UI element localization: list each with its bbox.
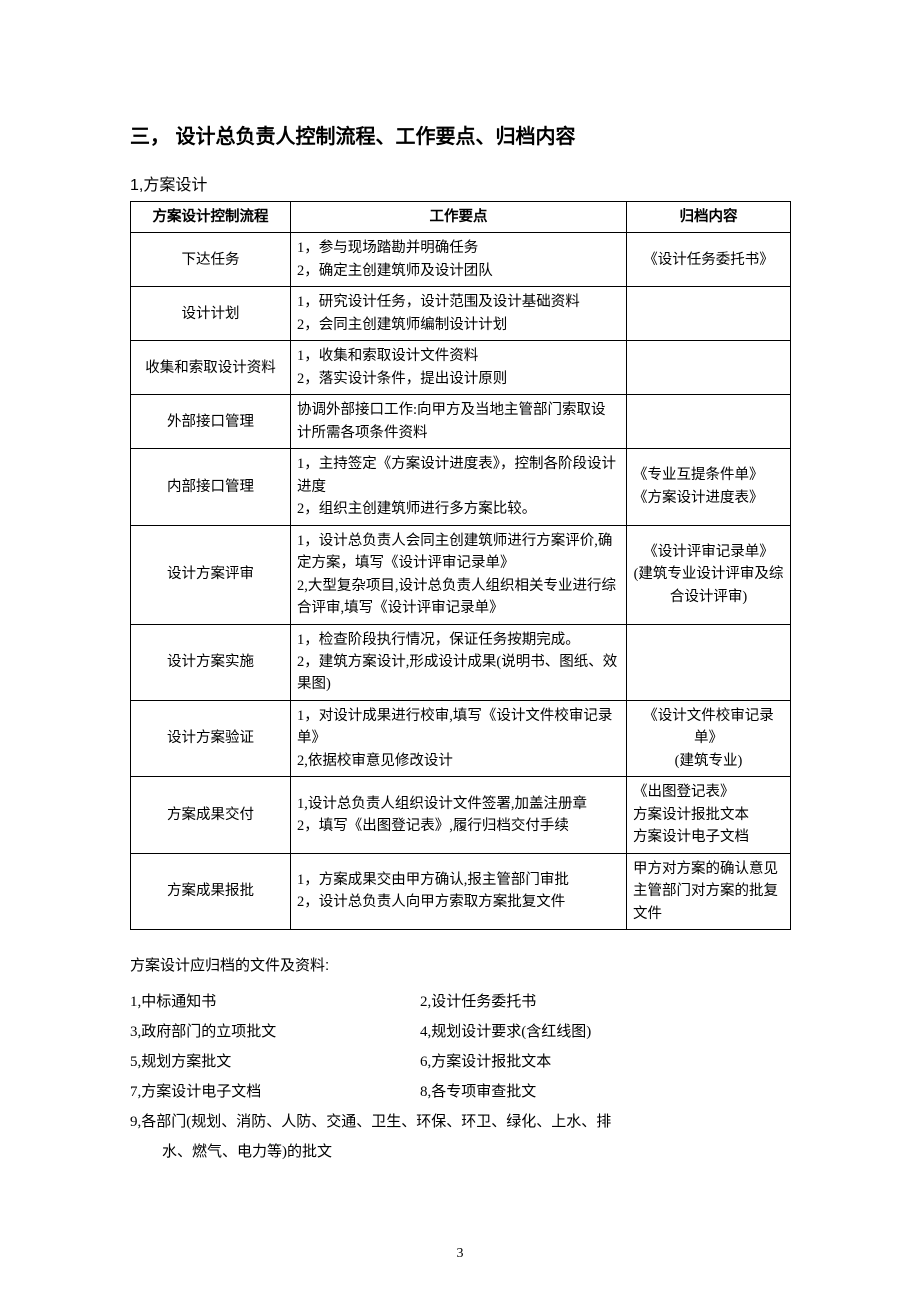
cell-archive	[627, 624, 791, 700]
cell-points: 协调外部接口工作:向甲方及当地主管部门索取设计所需各项条件资料	[291, 395, 627, 449]
cell-points: 1，参与现场踏勘并明确任务2，确定主创建筑师及设计团队	[291, 233, 627, 287]
file-item: 7,方案设计电子文档	[130, 1077, 420, 1107]
cell-points: 1，检查阶段执行情况，保证任务按期完成。2，建筑方案设计,形成设计成果(说明书、…	[291, 624, 627, 700]
file-row: 3,政府部门的立项批文4,规划设计要求(含红线图)	[130, 1017, 790, 1047]
points-line: 2，落实设计条件，提出设计原则	[297, 368, 620, 390]
table-row: 方案成果交付1,设计总负责人组织设计文件签署,加盖注册章2，填写《出图登记表》,…	[131, 777, 791, 853]
process-table: 方案设计控制流程 工作要点 归档内容 下达任务1，参与现场踏勘并明确任务2，确定…	[130, 201, 791, 930]
table-body: 下达任务1，参与现场踏勘并明确任务2，确定主创建筑师及设计团队《设计任务委托书》…	[131, 233, 791, 930]
header-points: 工作要点	[291, 202, 627, 233]
cell-points: 1，收集和索取设计文件资料2，落实设计条件，提出设计原则	[291, 341, 627, 395]
points-line: 1，设计总负责人会同主创建筑师进行方案评价,确定方案，填写《设计评审记录单》	[297, 530, 620, 575]
file-item: 5,规划方案批文	[130, 1047, 420, 1077]
points-line: 2，会同主创建筑师编制设计计划	[297, 314, 620, 336]
cell-process: 内部接口管理	[131, 449, 291, 525]
archive-line: 《出图登记表》	[633, 781, 784, 803]
subsection-title: 1,方案设计	[130, 171, 790, 195]
cell-process: 外部接口管理	[131, 395, 291, 449]
file-item: 3,政府部门的立项批文	[130, 1017, 420, 1047]
archive-line: 方案设计报批文本	[633, 804, 784, 826]
points-line: 2，组织主创建筑师进行多方案比较。	[297, 498, 620, 520]
points-line: 1，参与现场踏勘并明确任务	[297, 237, 620, 259]
file-item-full: 水、燃气、电力等)的批文	[130, 1137, 822, 1167]
points-line: 2，确定主创建筑师及设计团队	[297, 260, 620, 282]
archive-line: (建筑专业设计评审及综合设计评审)	[633, 563, 784, 608]
archive-line: 《设计任务委托书》	[633, 249, 784, 271]
table-row: 外部接口管理协调外部接口工作:向甲方及当地主管部门索取设计所需各项条件资料	[131, 395, 791, 449]
table-row: 内部接口管理1，主持签定《方案设计进度表》，控制各阶段设计进度2，组织主创建筑师…	[131, 449, 791, 525]
points-line: 1，研究设计任务，设计范围及设计基础资料	[297, 291, 620, 313]
cell-archive: 《专业互提条件单》《方案设计进度表》	[627, 449, 791, 525]
table-row: 收集和索取设计资料1，收集和索取设计文件资料2，落实设计条件，提出设计原则	[131, 341, 791, 395]
archive-line: 主管部门对方案的批复文件	[633, 880, 784, 925]
page-number: 3	[0, 1246, 920, 1262]
file-item: 2,设计任务委托书	[420, 987, 790, 1017]
file-item: 4,规划设计要求(含红线图)	[420, 1017, 790, 1047]
file-row: 1,中标通知书2,设计任务委托书	[130, 987, 790, 1017]
points-line: 1，检查阶段执行情况，保证任务按期完成。	[297, 629, 620, 651]
header-process: 方案设计控制流程	[131, 202, 291, 233]
cell-process: 设计方案实施	[131, 624, 291, 700]
cell-archive: 《设计任务委托书》	[627, 233, 791, 287]
archive-line: 《设计评审记录单》	[633, 541, 784, 563]
points-line: 2，建筑方案设计,形成设计成果(说明书、图纸、效果图)	[297, 651, 620, 696]
table-row: 方案成果报批1，方案成果交由甲方确认,报主管部门审批2，设计总负责人向甲方索取方…	[131, 853, 791, 929]
points-line: 2，填写《出图登记表》,履行归档交付手续	[297, 815, 620, 837]
cell-points: 1，设计总负责人会同主创建筑师进行方案评价,确定方案，填写《设计评审记录单》2,…	[291, 525, 627, 624]
table-row: 设计方案实施1，检查阶段执行情况，保证任务按期完成。2，建筑方案设计,形成设计成…	[131, 624, 791, 700]
archive-line: 甲方对方案的确认意见	[633, 858, 784, 880]
points-line: 2,依据校审意见修改设计	[297, 750, 620, 772]
points-line: 协调外部接口工作:向甲方及当地主管部门索取设计所需各项条件资料	[297, 399, 620, 444]
cell-process: 设计计划	[131, 287, 291, 341]
cell-points: 1,设计总负责人组织设计文件签署,加盖注册章2，填写《出图登记表》,履行归档交付…	[291, 777, 627, 853]
cell-archive	[627, 341, 791, 395]
cell-archive	[627, 287, 791, 341]
cell-process: 下达任务	[131, 233, 291, 287]
archive-list-title: 方案设计应归档的文件及资料:	[130, 954, 790, 975]
file-item-full: 9,各部门(规划、消防、人防、交通、卫生、环保、环卫、绿化、上水、排	[130, 1107, 790, 1137]
cell-process: 方案成果报批	[131, 853, 291, 929]
section-title: 三， 设计总负责人控制流程、工作要点、归档内容	[130, 120, 790, 149]
table-row: 设计方案评审1，设计总负责人会同主创建筑师进行方案评价,确定方案，填写《设计评审…	[131, 525, 791, 624]
archive-line: (建筑专业)	[633, 750, 784, 772]
cell-process: 方案成果交付	[131, 777, 291, 853]
points-line: 1,设计总负责人组织设计文件签署,加盖注册章	[297, 793, 620, 815]
cell-archive	[627, 395, 791, 449]
archive-line: 方案设计电子文档	[633, 826, 784, 848]
points-line: 2，设计总负责人向甲方索取方案批复文件	[297, 891, 620, 913]
table-row: 下达任务1，参与现场踏勘并明确任务2，确定主创建筑师及设计团队《设计任务委托书》	[131, 233, 791, 287]
file-item: 1,中标通知书	[130, 987, 420, 1017]
header-archive: 归档内容	[627, 202, 791, 233]
cell-process: 收集和索取设计资料	[131, 341, 291, 395]
points-line: 1，主持签定《方案设计进度表》，控制各阶段设计进度	[297, 453, 620, 498]
cell-archive: 《设计评审记录单》(建筑专业设计评审及综合设计评审)	[627, 525, 791, 624]
points-line: 2,大型复杂项目,设计总负责人组织相关专业进行综合评审,填写《设计评审记录单》	[297, 575, 620, 620]
cell-points: 1，主持签定《方案设计进度表》，控制各阶段设计进度2，组织主创建筑师进行多方案比…	[291, 449, 627, 525]
archive-line: 《专业互提条件单》	[633, 464, 784, 486]
cell-archive: 甲方对方案的确认意见主管部门对方案的批复文件	[627, 853, 791, 929]
file-item: 6,方案设计报批文本	[420, 1047, 790, 1077]
document-page: 三， 设计总负责人控制流程、工作要点、归档内容 1,方案设计 方案设计控制流程 …	[0, 0, 920, 1302]
cell-points: 1，对设计成果进行校审,填写《设计文件校审记录单》2,依据校审意见修改设计	[291, 700, 627, 776]
cell-process: 设计方案评审	[131, 525, 291, 624]
file-row: 7,方案设计电子文档8,各专项审查批文	[130, 1077, 790, 1107]
points-line: 1，收集和索取设计文件资料	[297, 345, 620, 367]
archive-line: 《设计文件校审记录单》	[633, 705, 784, 750]
table-row: 设计计划1，研究设计任务，设计范围及设计基础资料2，会同主创建筑师编制设计计划	[131, 287, 791, 341]
archive-line: 《方案设计进度表》	[633, 487, 784, 509]
archive-file-list: 1,中标通知书2,设计任务委托书3,政府部门的立项批文4,规划设计要求(含红线图…	[130, 987, 790, 1167]
cell-points: 1，方案成果交由甲方确认,报主管部门审批2，设计总负责人向甲方索取方案批复文件	[291, 853, 627, 929]
cell-process: 设计方案验证	[131, 700, 291, 776]
points-line: 1，对设计成果进行校审,填写《设计文件校审记录单》	[297, 705, 620, 750]
table-header-row: 方案设计控制流程 工作要点 归档内容	[131, 202, 791, 233]
cell-archive: 《设计文件校审记录单》(建筑专业)	[627, 700, 791, 776]
cell-points: 1，研究设计任务，设计范围及设计基础资料2，会同主创建筑师编制设计计划	[291, 287, 627, 341]
file-row: 5,规划方案批文6,方案设计报批文本	[130, 1047, 790, 1077]
file-item: 8,各专项审查批文	[420, 1077, 790, 1107]
cell-archive: 《出图登记表》方案设计报批文本方案设计电子文档	[627, 777, 791, 853]
points-line: 1，方案成果交由甲方确认,报主管部门审批	[297, 869, 620, 891]
table-row: 设计方案验证1，对设计成果进行校审,填写《设计文件校审记录单》2,依据校审意见修…	[131, 700, 791, 776]
